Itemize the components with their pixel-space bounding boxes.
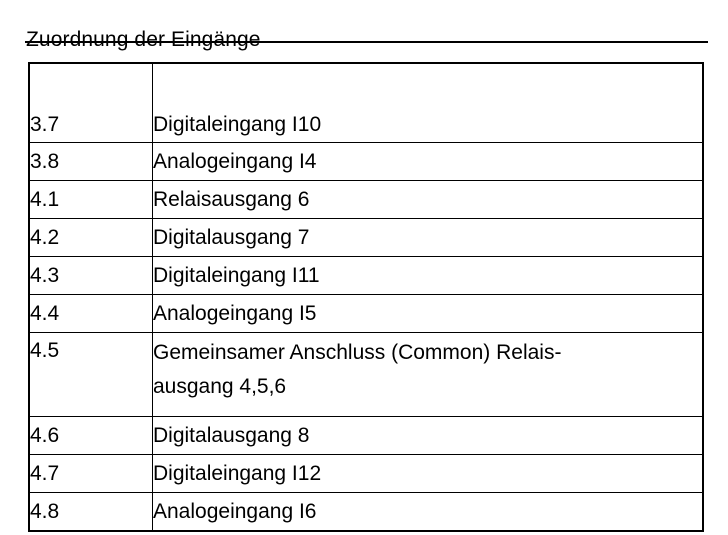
terminal-assignment-table: 3.7 Digitaleingang I10 3.8 Analogeingang I4… (28, 62, 704, 532)
title-divider (25, 41, 708, 43)
terminal-cell: 4.4 (28, 294, 153, 333)
terminal-cell: 4.6 (28, 416, 153, 455)
table-row: 4.2 Digitalausgang 7 (28, 218, 704, 257)
terminal-cell: 4.1 (28, 180, 153, 219)
description-line: Gemeinsamer Anschluss (Common) Relais- (153, 341, 562, 364)
terminal-cell: 4.2 (28, 218, 153, 257)
table-row: 4.4 Analogeingang I5 (28, 294, 704, 333)
table-row: 3.7 Digitaleingang I10 (28, 62, 704, 143)
terminal-cell: 4.5 (28, 332, 153, 417)
table-row: 4.6 Digitalausgang 8 (28, 416, 704, 455)
table-row: 4.7 Digitaleingang I12 (28, 454, 704, 493)
description-cell: Digitalausgang 7 (152, 218, 704, 257)
terminal-assignment-table-wrap: 3.7 Digitaleingang I10 3.8 Analogeingang I4… (28, 62, 704, 532)
table-body: 3.7 Digitaleingang I10 3.8 Analogeingang I4… (28, 62, 704, 532)
description-cell: Analogeingang I6 (152, 492, 704, 532)
description-cell: Digitaleingang I10 (152, 62, 704, 143)
terminal-cell: 3.8 (28, 142, 153, 181)
description-line: ausgang 4,5,6 (153, 375, 287, 398)
table-row: 4.5 Gemeinsamer Anschluss (Common) Relais… (28, 332, 704, 417)
terminal-cell: 4.7 (28, 454, 153, 493)
description-cell: Analogeingang I4 (152, 142, 704, 181)
terminal-cell: 4.3 (28, 256, 153, 295)
description-cell: Digitalausgang 8 (152, 416, 704, 455)
description-cell: Relaisausgang 6 (152, 180, 704, 219)
description-cell: Analogeingang I5 (152, 294, 704, 333)
page-title: Zuordnung der Eingänge (26, 28, 261, 52)
table-row: 4.8 Analogeingang I6 (28, 492, 704, 532)
description-cell: Gemeinsamer Anschluss (Common) Relais-au… (152, 332, 704, 417)
table-row: 3.8 Analogeingang I4 (28, 142, 704, 181)
description-cell: Digitaleingang I12 (152, 454, 704, 493)
terminal-cell: 4.8 (28, 492, 153, 532)
table-row: 4.1 Relaisausgang 6 (28, 180, 704, 219)
terminal-cell: 3.7 (28, 62, 153, 143)
description-cell: Digitaleingang I11 (152, 256, 704, 295)
table-row: 4.3 Digitaleingang I11 (28, 256, 704, 295)
